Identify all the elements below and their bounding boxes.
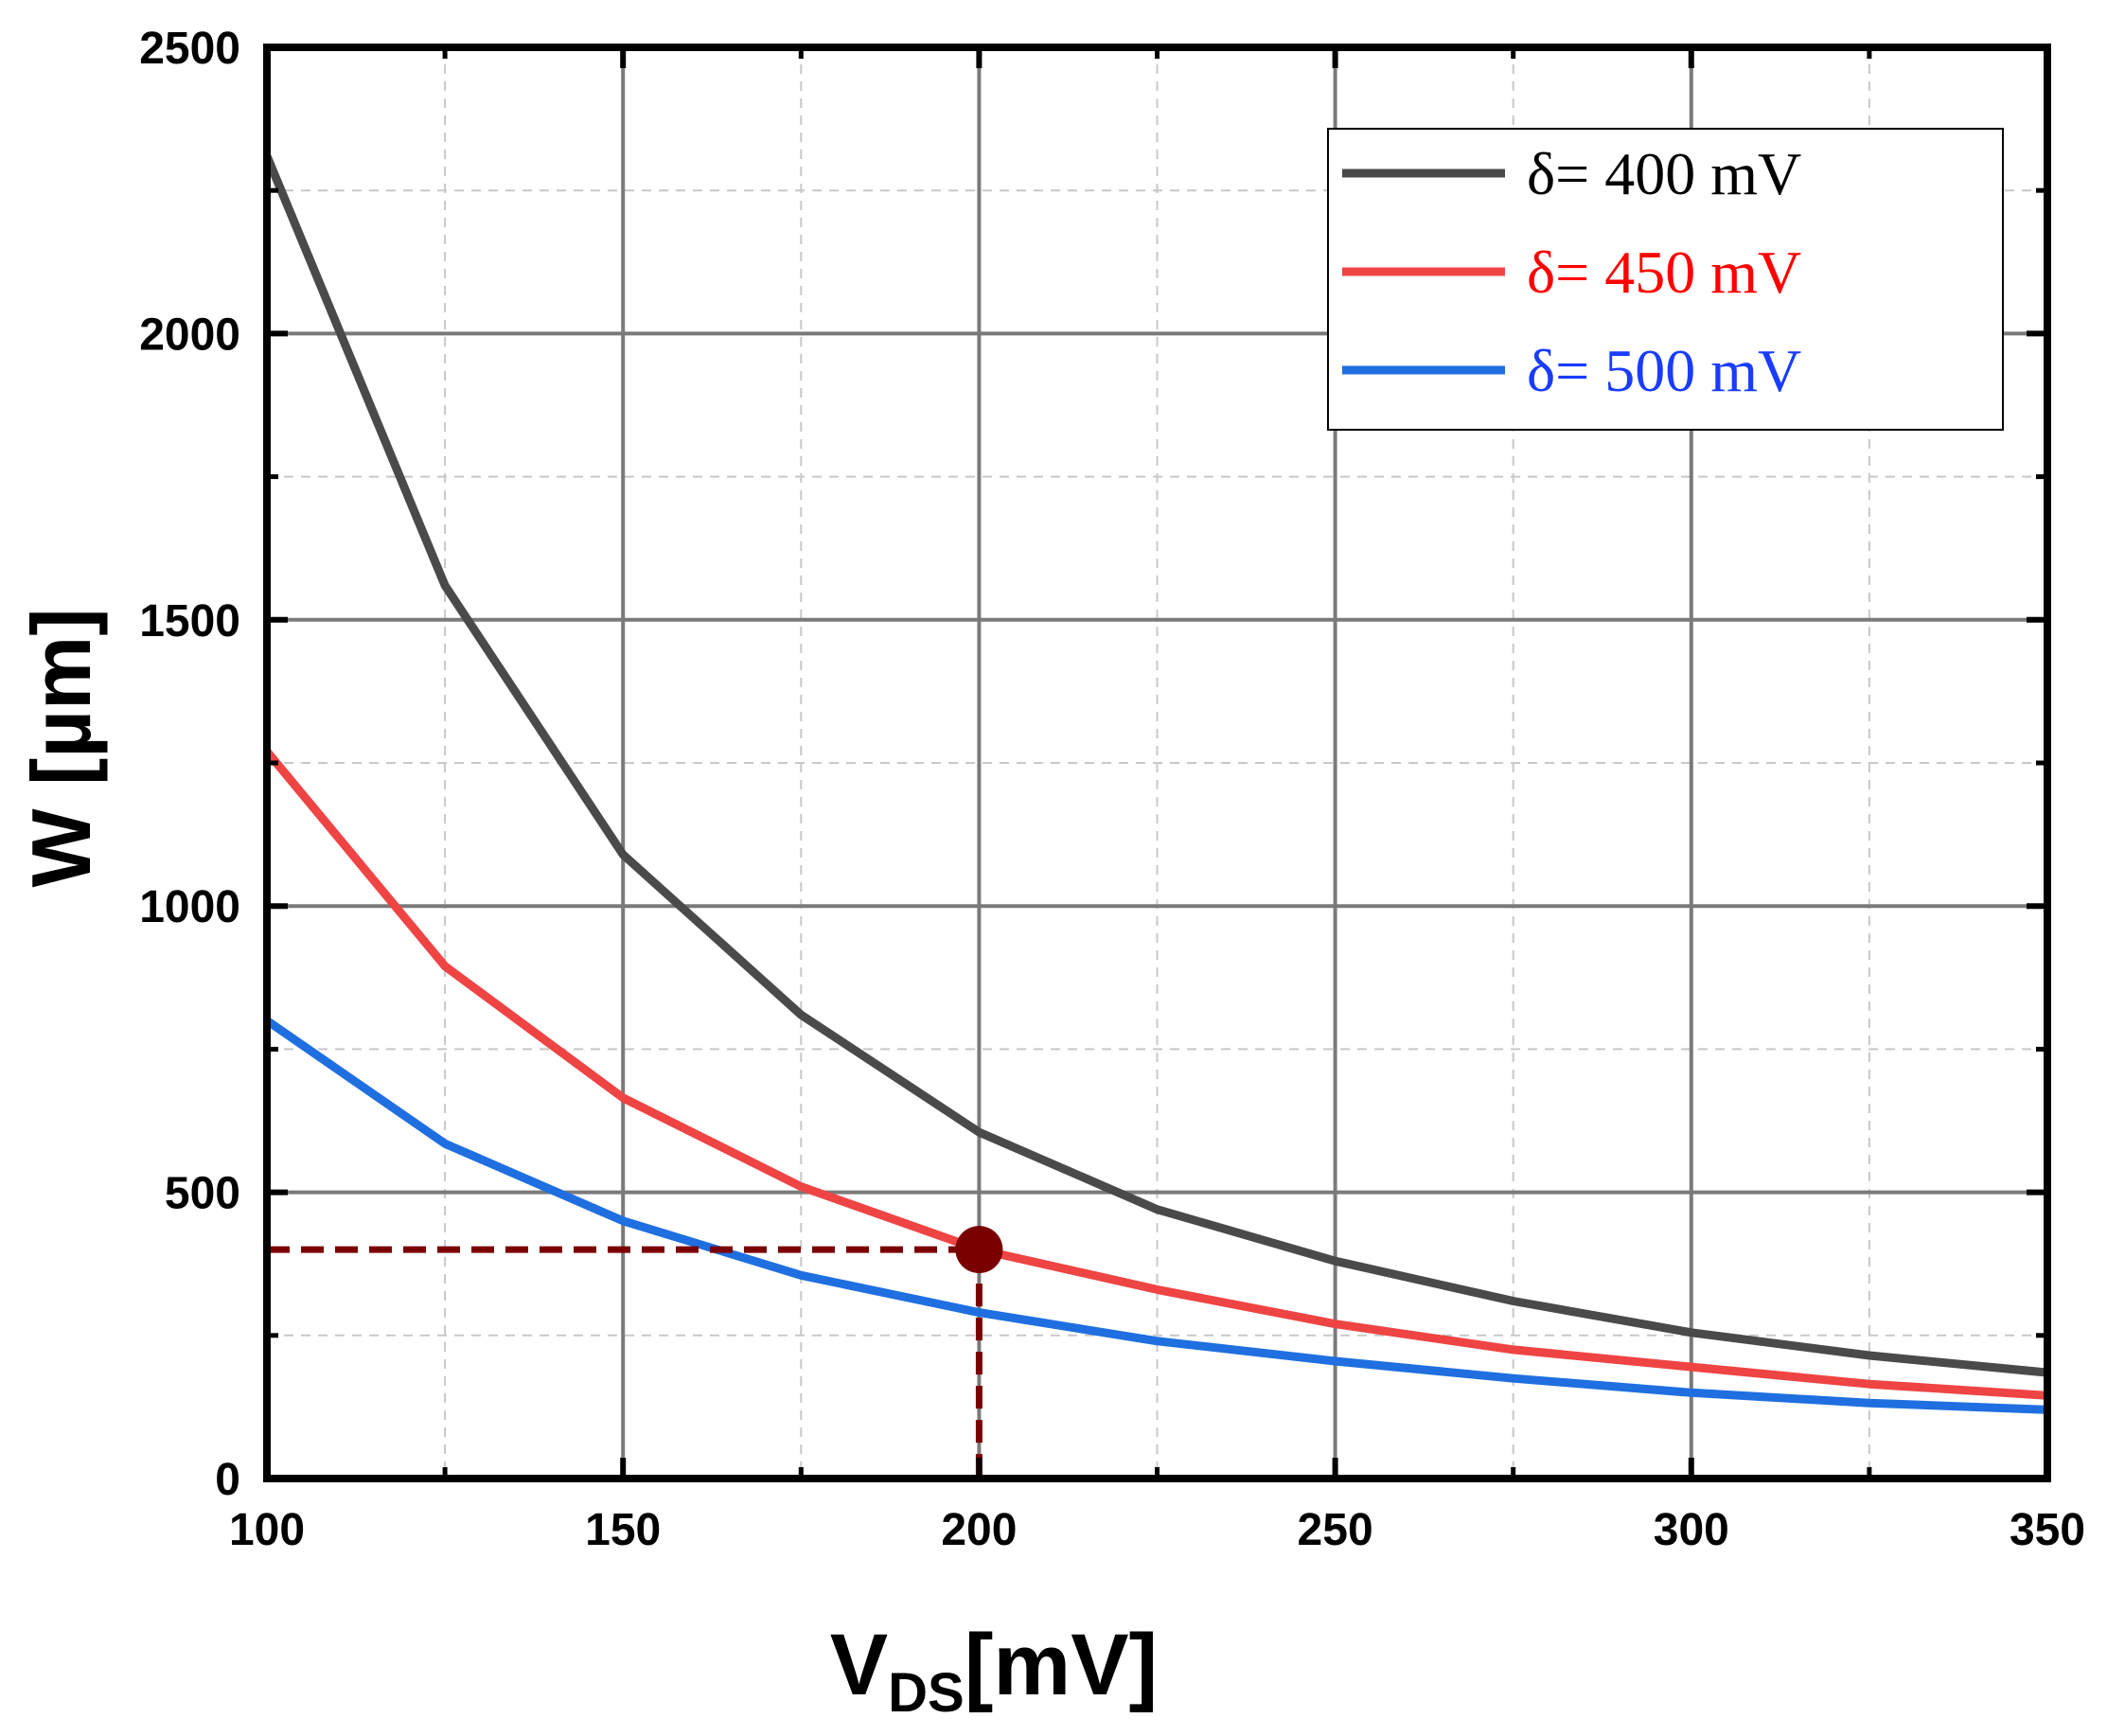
y-axis-title: W [µm]: [14, 608, 108, 887]
series-layer: [262, 154, 2048, 1414]
y-tick-label: 1000: [139, 882, 240, 932]
legend-label-2: δ= 450 mV: [1527, 239, 1801, 306]
x-tick-label: 100: [229, 1505, 305, 1555]
legend-box: [1327, 128, 2004, 431]
legend-label-3: δ= 500 mV: [1527, 337, 1801, 404]
tick-labels: 100 150 200 250 300 350 0 500 1000 1500 2000 2500: [139, 24, 2085, 1555]
y-tick-label: 0: [215, 1455, 240, 1505]
y-tick-label: 500: [165, 1169, 240, 1219]
x-tick-label: 250: [1298, 1505, 1373, 1555]
ticks: [264, 44, 2050, 1481]
y-tick-label: 1500: [139, 596, 240, 647]
y-tick-label: 2000: [139, 310, 240, 360]
series-line-3: [264, 1017, 2048, 1414]
annotation: [267, 1226, 1003, 1479]
series-line-1: [262, 154, 2048, 1377]
y-tick-label: 2500: [139, 24, 240, 74]
legend: δ= 400 mV δ= 450 mV δ= 500 mV: [1327, 128, 2004, 431]
highlight-marker: [955, 1226, 1003, 1274]
x-tick-label: 200: [941, 1505, 1017, 1555]
x-axis-title: VDS[mV]: [830, 1617, 1158, 1724]
x-tick-label: 350: [2010, 1505, 2085, 1555]
x-tick-label: 300: [1654, 1505, 1729, 1555]
series-line-2: [263, 749, 2048, 1400]
x-tick-label: 150: [585, 1505, 661, 1555]
legend-label-1: δ= 400 mV: [1527, 140, 1801, 207]
